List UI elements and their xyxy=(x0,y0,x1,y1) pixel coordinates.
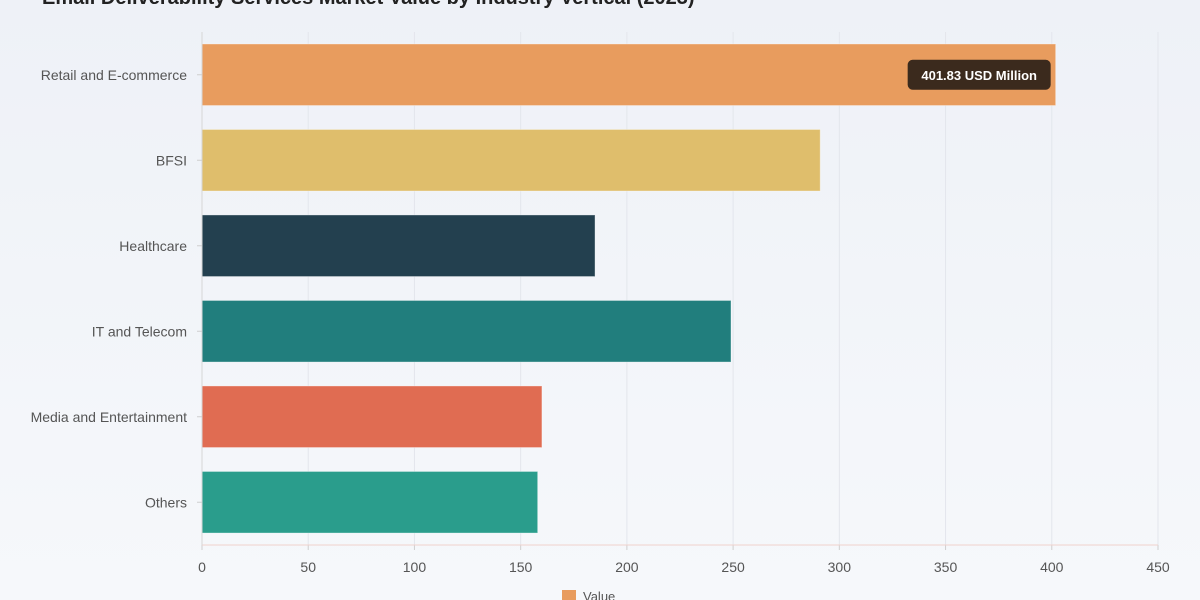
x-tick-label: 350 xyxy=(934,559,958,575)
bar xyxy=(201,385,543,449)
x-tick-label: 150 xyxy=(509,559,533,575)
category-label: Retail and E-commerce xyxy=(41,67,187,83)
bar xyxy=(201,470,539,534)
x-tick-label: 50 xyxy=(300,559,316,575)
bar xyxy=(201,128,821,192)
x-tick-label: 450 xyxy=(1146,559,1170,575)
tooltip-box xyxy=(907,59,1051,90)
x-tick-label: 400 xyxy=(1040,559,1064,575)
category-label: IT and Telecom xyxy=(92,323,187,339)
x-tick-label: 300 xyxy=(828,559,852,575)
chart-title: Email Deliverability Services Market Val… xyxy=(42,0,695,10)
category-label: BFSI xyxy=(156,152,187,168)
bars xyxy=(201,43,1057,534)
legend: Value xyxy=(562,589,615,600)
x-tick-label: 250 xyxy=(721,559,745,575)
category-label: Healthcare xyxy=(119,238,187,254)
bar xyxy=(201,299,732,363)
grid-lines xyxy=(201,32,1159,545)
legend-label: Value xyxy=(583,589,615,600)
axes: 0 50 100 150 200 250 300 350 400 450 Retail and E-… xyxy=(31,32,1170,575)
tooltip-label: 401.83 USD Million xyxy=(921,68,1037,83)
legend-swatch xyxy=(562,590,576,600)
x-tick-label: 0 xyxy=(198,559,206,575)
bar xyxy=(201,214,596,278)
tooltip: 401.83 USD Million xyxy=(907,59,1051,90)
category-label: Media and Entertainment xyxy=(31,409,188,425)
x-tick-label: 200 xyxy=(615,559,639,575)
x-tick-label: 100 xyxy=(403,559,427,575)
category-label: Others xyxy=(145,494,187,510)
